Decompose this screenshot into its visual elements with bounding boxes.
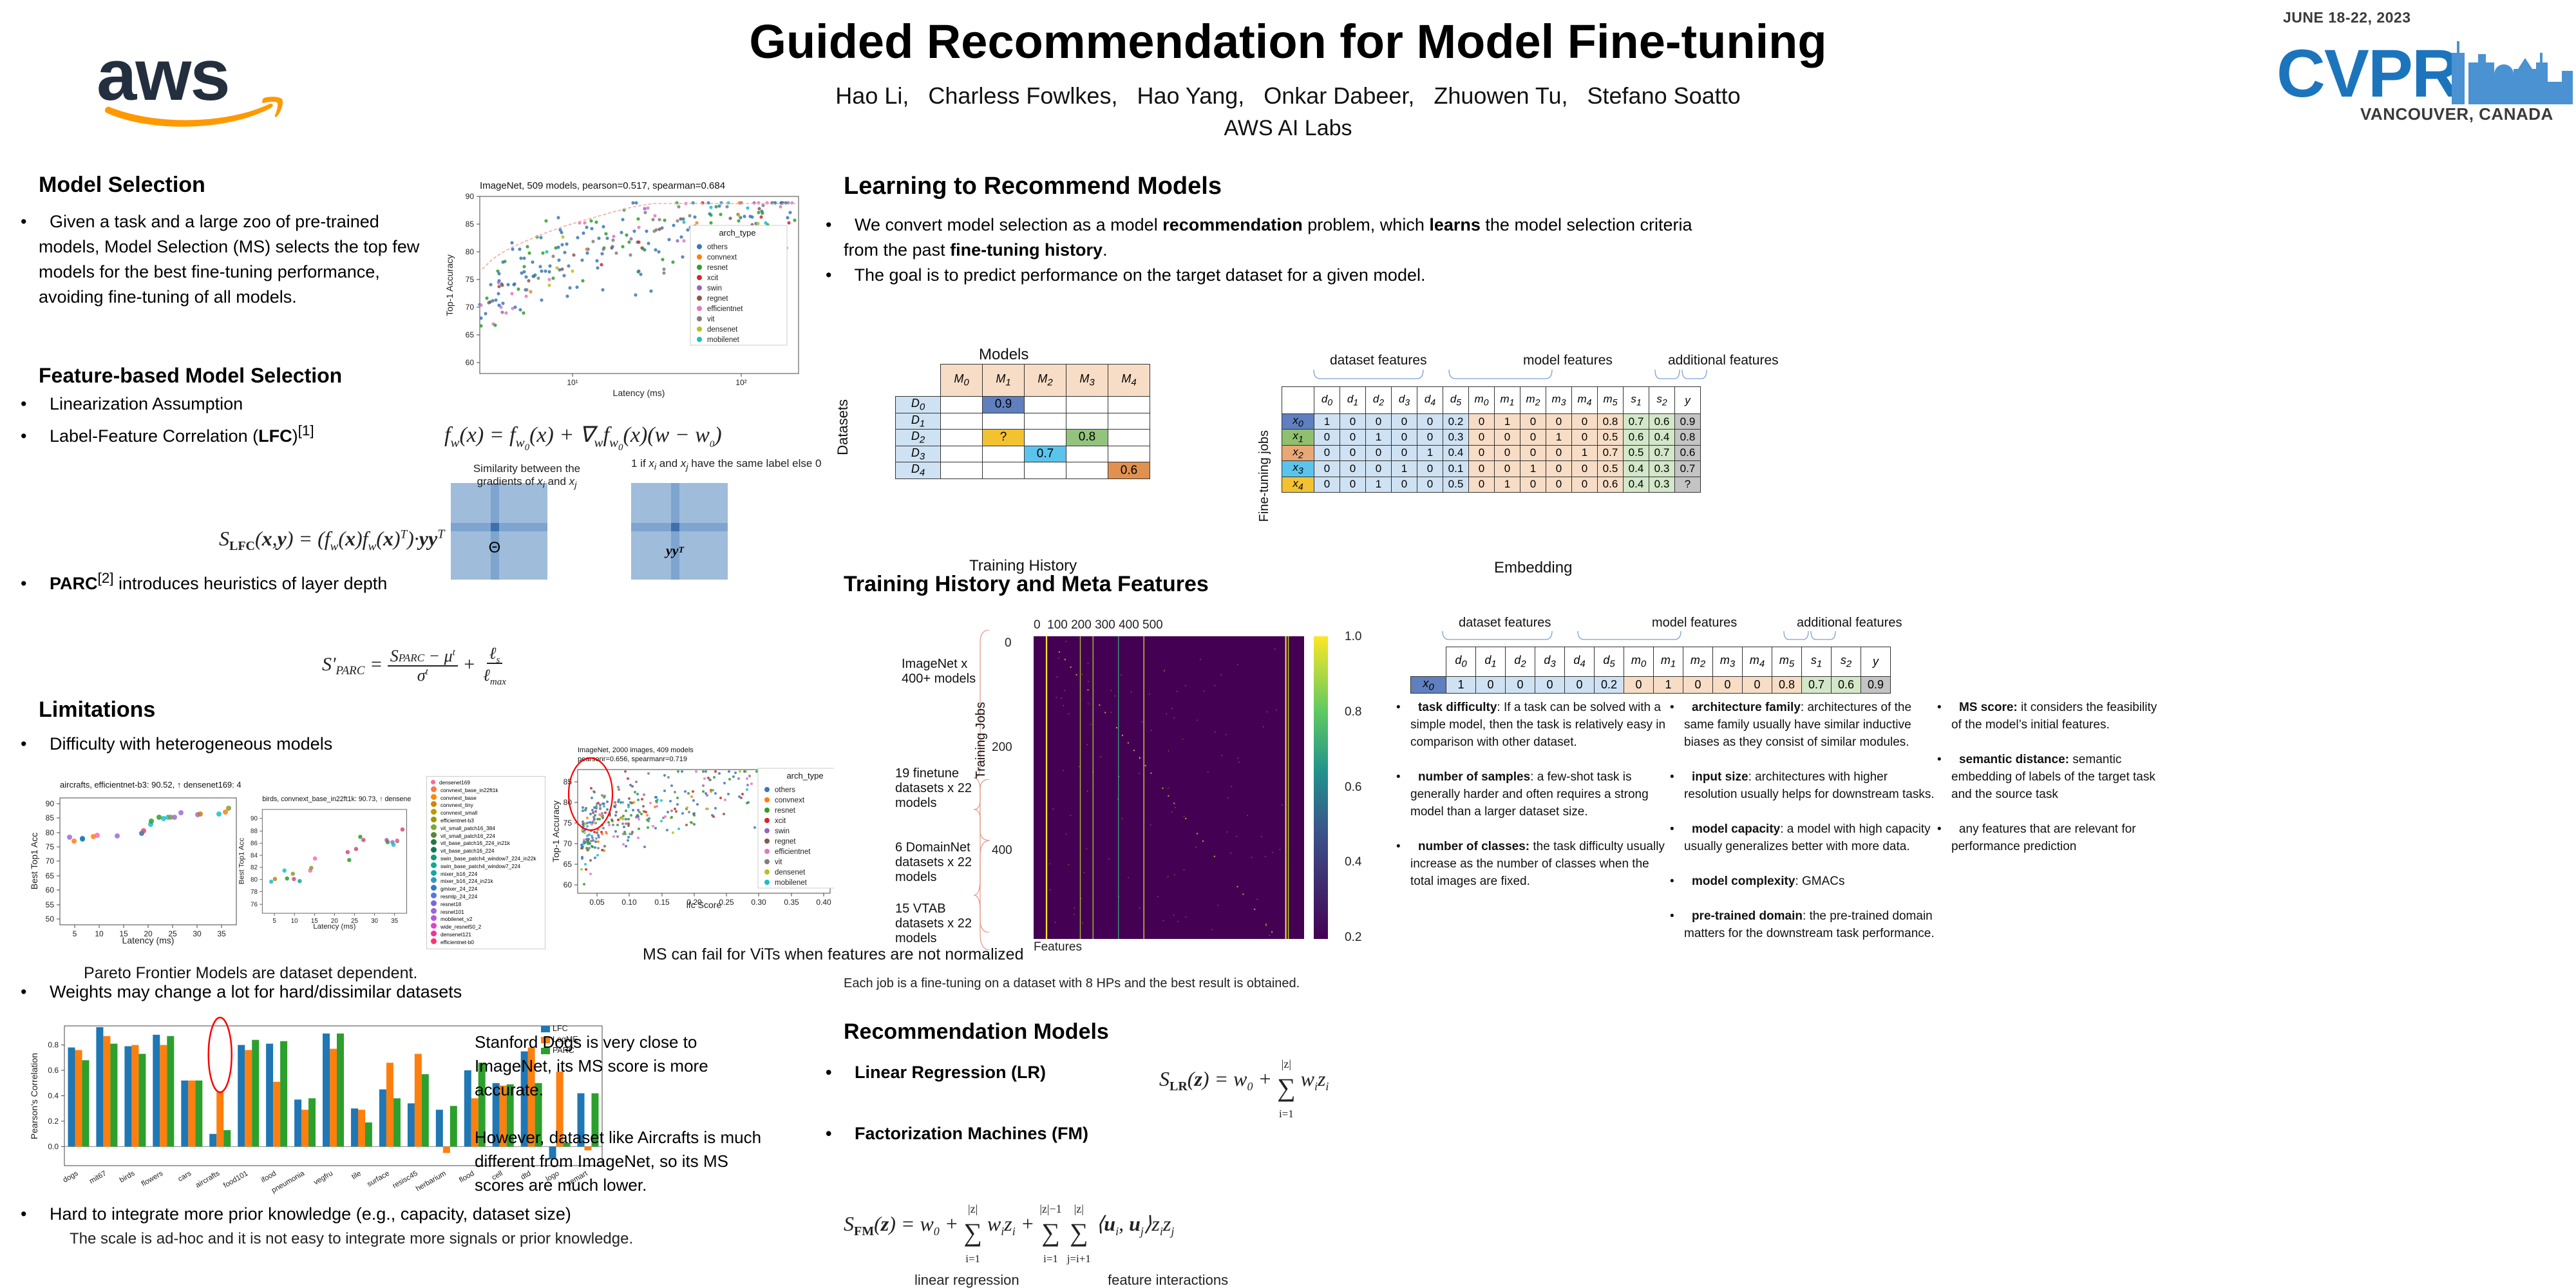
svg-text:65: 65 (466, 330, 475, 339)
svg-text:Best Top1 Acc: Best Top1 Acc (238, 838, 246, 885)
svg-text:mobilenet: mobilenet (707, 336, 740, 344)
svg-text:xcit: xcit (775, 817, 786, 825)
svg-text:0.8: 0.8 (48, 1041, 59, 1050)
svg-text:88: 88 (251, 828, 258, 835)
svg-text:76: 76 (251, 901, 258, 908)
svg-text:birds, convnext_base_in22ft1k:: birds, convnext_base_in22ft1k: 90.73, ↑ … (262, 795, 411, 803)
svg-text:0.40: 0.40 (816, 898, 831, 907)
svg-text:70: 70 (46, 857, 55, 866)
svg-text:mobilenet: mobilenet (775, 879, 808, 887)
svg-text:swin: swin (707, 285, 722, 292)
svg-text:0.4: 0.4 (48, 1092, 59, 1101)
svg-text:80: 80 (251, 876, 258, 884)
svg-text:86: 86 (251, 840, 258, 848)
svg-text:swin: swin (775, 828, 790, 835)
svg-text:convnext: convnext (775, 797, 805, 804)
svg-text:10: 10 (291, 918, 298, 925)
svg-text:60: 60 (466, 358, 475, 367)
svg-text:35: 35 (391, 918, 398, 925)
svg-text:0.0: 0.0 (48, 1142, 59, 1151)
svg-text:70: 70 (466, 303, 475, 312)
svg-text:60: 60 (46, 886, 55, 895)
svg-text:30: 30 (193, 929, 202, 938)
svg-text:resnet: resnet (707, 264, 728, 272)
svg-text:Θ: Θ (489, 539, 501, 556)
svg-text:others: others (707, 243, 728, 251)
svg-text:35: 35 (217, 929, 226, 938)
svg-text:0.35: 0.35 (784, 898, 799, 907)
svg-text:0.10: 0.10 (621, 898, 637, 907)
svg-text:regnet: regnet (775, 838, 796, 846)
svg-text:0.2: 0.2 (48, 1117, 59, 1126)
svg-text:78: 78 (251, 889, 258, 896)
svg-text:CVPR: CVPR (2277, 36, 2459, 111)
svg-text:vit: vit (707, 316, 715, 323)
svg-text:Top-1 Accuracy: Top-1 Accuracy (444, 254, 455, 316)
svg-text:xcit: xcit (707, 274, 719, 282)
svg-text:vit: vit (775, 858, 782, 866)
svg-text:10¹: 10¹ (567, 378, 578, 387)
svg-text:70: 70 (564, 839, 573, 848)
svg-text:0.6: 0.6 (48, 1066, 59, 1075)
svg-text:0.30: 0.30 (751, 898, 766, 907)
svg-text:regnet: regnet (707, 295, 728, 303)
svg-text:resnet: resnet (775, 807, 796, 815)
svg-text:90: 90 (466, 192, 475, 201)
svg-text:80: 80 (564, 798, 573, 807)
svg-text:55: 55 (46, 900, 55, 909)
svg-text:85: 85 (466, 220, 475, 229)
svg-text:30: 30 (371, 918, 378, 925)
svg-text:pearsonr=0.656, spearmanr=0.71: pearsonr=0.656, spearmanr=0.719 (578, 755, 687, 763)
svg-text:5: 5 (272, 918, 276, 925)
svg-text:arch_type: arch_type (719, 228, 755, 238)
svg-text:0.05: 0.05 (589, 898, 605, 907)
svg-text:80: 80 (46, 828, 55, 837)
svg-text:ImageNet, 2000 images, 409 mod: ImageNet, 2000 images, 409 models (578, 746, 694, 754)
svg-text:84: 84 (251, 852, 258, 859)
svg-text:10²: 10² (735, 378, 746, 387)
svg-text:Latency (ms): Latency (ms) (613, 388, 665, 398)
svg-text:Top-1 Accuracy: Top-1 Accuracy (551, 800, 561, 862)
svg-text:0.15: 0.15 (654, 898, 670, 907)
svg-text:arch_type: arch_type (786, 771, 823, 781)
svg-text:Latency (ms): Latency (ms) (122, 935, 175, 945)
svg-text:75: 75 (466, 275, 475, 284)
svg-text:efficientnet: efficientnet (707, 305, 743, 313)
svg-text:60: 60 (564, 880, 573, 889)
svg-text:lfc Score: lfc Score (687, 900, 722, 910)
svg-text:densenet: densenet (775, 869, 806, 876)
svg-text:80: 80 (466, 247, 475, 256)
svg-text:ImageNet, 509 models, pearson=: ImageNet, 509 models, pearson=0.517, spe… (480, 180, 725, 191)
svg-text:Latency (ms): Latency (ms) (313, 923, 355, 931)
svg-text:5: 5 (73, 929, 77, 938)
svg-text:90: 90 (251, 815, 258, 822)
svg-text:aws: aws (97, 35, 229, 115)
svg-text:82: 82 (251, 864, 258, 871)
svg-text:convnext: convnext (707, 254, 737, 261)
svg-text:Best Top1 Acc: Best Top1 Acc (29, 833, 39, 889)
svg-text:Pearson's Correlation: Pearson's Correlation (29, 1053, 39, 1139)
svg-text:85: 85 (46, 813, 55, 822)
svg-text:65: 65 (564, 860, 573, 869)
svg-text:others: others (775, 786, 795, 794)
svg-text:10: 10 (95, 929, 104, 938)
svg-text:65: 65 (46, 871, 55, 880)
svg-text:90: 90 (46, 799, 55, 808)
svg-text:aircrafts, efficientnet-b3: 90: aircrafts, efficientnet-b3: 90.52, ↑ den… (60, 780, 242, 790)
svg-text:50: 50 (46, 914, 55, 923)
svg-text:75: 75 (564, 819, 573, 828)
svg-text:densenet: densenet (707, 326, 738, 334)
svg-text:75: 75 (46, 842, 55, 851)
svg-text:efficientnet: efficientnet (775, 848, 811, 856)
